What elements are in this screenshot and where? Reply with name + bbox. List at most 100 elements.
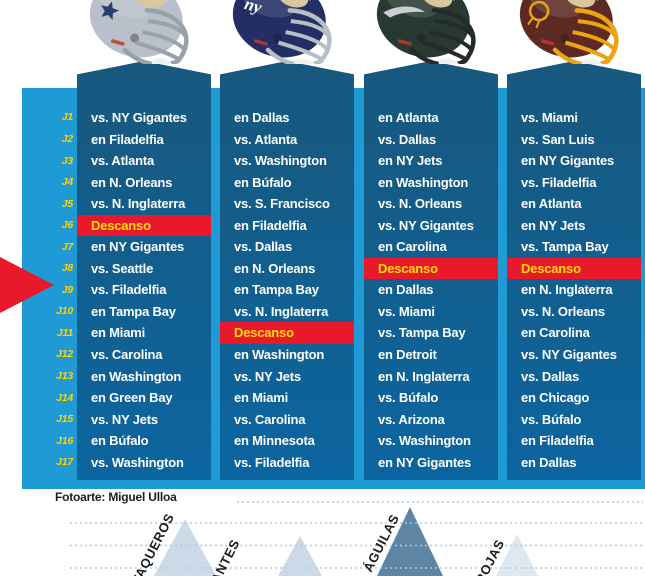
jornada-label: J7 bbox=[61, 240, 73, 253]
schedule-cell: vs. Washington bbox=[234, 153, 327, 169]
schedule-cell: en Minnesota bbox=[234, 433, 315, 449]
jornada-label: J11 bbox=[56, 326, 73, 339]
jornada-label: J9 bbox=[61, 283, 73, 296]
schedule-cell: en Filadelfia bbox=[234, 217, 307, 233]
schedule-cell: vs. Filadelfia bbox=[521, 174, 597, 190]
jornada-label: J15 bbox=[56, 413, 73, 426]
schedule-cell: vs. Atlanta bbox=[234, 131, 298, 147]
schedule-cell: en Green Bay bbox=[91, 390, 173, 406]
giants-helmet: ny bbox=[232, 0, 332, 64]
schedule-rows: vs. NY Gigantes en Filadelfia vs. Atlanta e… bbox=[77, 107, 211, 473]
schedule-rows: en Dallas vs. Atlanta vs. Washington en Búf… bbox=[220, 107, 354, 473]
schedule-cell: en Washington bbox=[234, 347, 325, 363]
bye-cell: Descanso bbox=[220, 322, 354, 345]
schedule-cell: en NY Gigantes bbox=[521, 153, 615, 169]
schedule-cell: vs. S. Francisco bbox=[234, 196, 330, 212]
eagles-helmet bbox=[376, 0, 476, 64]
schedule-cell: en Miami bbox=[234, 390, 289, 406]
schedule-cell: en N. Inglaterra bbox=[521, 282, 613, 298]
peak-triangle bbox=[377, 507, 443, 576]
schedule-cell: vs. Tampa Bay bbox=[521, 239, 609, 255]
cowboys-helmet bbox=[89, 0, 189, 64]
schedule-rows: en Atlanta vs. Dallas en NY Jets en Washing… bbox=[364, 107, 498, 473]
credit-line: Fotoarte: Miguel Ulloa bbox=[55, 490, 177, 504]
schedule-cell: vs. Búfalo bbox=[521, 411, 582, 427]
schedule-cell: vs. Miami bbox=[521, 110, 578, 125]
jornada-label: J6 bbox=[61, 219, 73, 232]
schedule-cell: en Filadelfia bbox=[521, 433, 594, 449]
schedule-cell: vs. Washington bbox=[378, 433, 471, 449]
schedule-cell: vs. Miami bbox=[378, 303, 435, 319]
schedule-cell: en Dallas bbox=[521, 454, 577, 470]
svg-text:ny: ny bbox=[242, 0, 264, 17]
bye-cell: Descanso bbox=[77, 214, 211, 237]
schedule-cell: vs. Atlanta bbox=[91, 153, 155, 169]
schedule-cell: vs. Carolina bbox=[234, 411, 306, 427]
bye-cell: Descanso bbox=[364, 257, 498, 280]
schedule-cell: vs. NY Gigantes bbox=[521, 347, 617, 363]
jornada-label: J3 bbox=[61, 154, 73, 167]
schedule-cell: vs. Dallas bbox=[234, 239, 292, 255]
schedule-cell: en Miami bbox=[91, 325, 146, 341]
schedule-cell: vs. Búfalo bbox=[378, 390, 439, 406]
schedule-cell: vs. NY Jets bbox=[234, 368, 301, 384]
jornada-label: J16 bbox=[56, 434, 73, 447]
schedule-cell: vs. N. Inglaterra bbox=[91, 196, 186, 212]
schedule-cell: en Detroit bbox=[378, 347, 437, 363]
schedule-cell: en Búfalo bbox=[91, 433, 149, 449]
schedule-cell: vs. Filadelfia bbox=[91, 282, 167, 298]
schedule-cell: en NY Gigantes bbox=[91, 239, 185, 255]
schedule-cell: en Carolina bbox=[521, 325, 590, 341]
schedule-cell: vs. N. Orleans bbox=[378, 196, 462, 212]
schedule-cell: en NY Jets bbox=[378, 153, 443, 169]
jornada-label: J8 bbox=[61, 262, 73, 275]
schedule-cell: en NY Jets bbox=[521, 217, 586, 233]
jornada-label: J2 bbox=[61, 132, 73, 145]
schedule-cell: vs. Dallas bbox=[378, 131, 436, 147]
schedule-cell: vs. NY Gigantes bbox=[378, 217, 474, 233]
schedule-cell: en Washington bbox=[91, 368, 182, 384]
jornada-label: J4 bbox=[61, 176, 73, 189]
peak-triangle bbox=[496, 534, 538, 576]
jornada-label: J1 bbox=[61, 111, 73, 124]
schedule-cell: vs. N. Orleans bbox=[521, 303, 605, 319]
schedule-cell: vs. Dallas bbox=[521, 368, 579, 384]
schedule-cell: en Tampa Bay bbox=[234, 282, 319, 298]
schedule-cell: vs. Tampa Bay bbox=[378, 325, 466, 341]
schedule-cell: vs. Arizona bbox=[378, 411, 445, 427]
teams-peaks-chart: VAQUEROS GIGANTES ÁGUILAS ROJAS bbox=[70, 501, 643, 576]
schedule-cell: en N. Orleans bbox=[234, 260, 316, 276]
schedule-cell: vs. NY Gigantes bbox=[91, 110, 187, 125]
team-column: vs. Miami vs. San Luis en NY Gigantes vs. F… bbox=[507, 61, 641, 480]
jornada-label: J13 bbox=[56, 370, 73, 382]
schedule-cell: vs. Washington bbox=[91, 454, 184, 470]
jornada-label: J10 bbox=[56, 305, 73, 318]
schedule-cell: vs. NY Jets bbox=[91, 411, 158, 427]
schedule-cell: en Atlanta bbox=[521, 196, 582, 212]
schedule-cell: en Atlanta bbox=[378, 110, 439, 125]
schedule-cell: en Tampa Bay bbox=[91, 303, 176, 319]
schedule-cell: en N. Orleans bbox=[91, 174, 173, 190]
peak-triangle bbox=[154, 519, 216, 576]
schedule-cell: en N. Inglaterra bbox=[378, 368, 470, 384]
jornada-label: J14 bbox=[56, 391, 73, 404]
schedule-rows: vs. Miami vs. San Luis en NY Gigantes vs. F… bbox=[507, 107, 641, 473]
peak-triangle bbox=[278, 536, 322, 576]
schedule-cell: en Chicago bbox=[521, 390, 590, 406]
redskins-helmet bbox=[519, 0, 619, 64]
schedule-cell: en Washington bbox=[378, 174, 469, 190]
schedule-cell: en Dallas bbox=[234, 110, 290, 125]
schedule-cell: en Dallas bbox=[378, 282, 434, 298]
schedule-cell: vs. San Luis bbox=[521, 131, 595, 147]
schedule-cell: en NY Gigantes bbox=[378, 454, 472, 470]
team-column: en Atlanta vs. Dallas en NY Jets en Washing… bbox=[364, 61, 498, 480]
schedule-cell: vs. Seattle bbox=[91, 260, 154, 276]
team-column: vs. NY Gigantes en Filadelfia vs. Atlanta e… bbox=[77, 61, 211, 480]
bye-cell: Descanso bbox=[507, 257, 641, 280]
schedule-cell: vs. N. Inglaterra bbox=[234, 303, 329, 319]
schedule-cell: vs. Carolina bbox=[91, 347, 163, 363]
jornada-label: J17 bbox=[56, 456, 73, 469]
jornada-label: J5 bbox=[61, 197, 73, 210]
schedule-cell: en Carolina bbox=[378, 239, 447, 255]
